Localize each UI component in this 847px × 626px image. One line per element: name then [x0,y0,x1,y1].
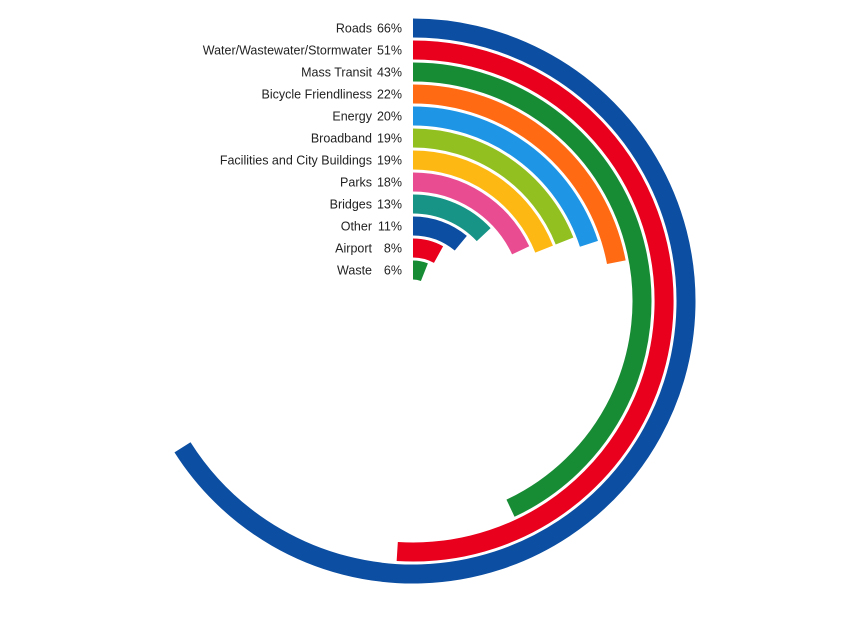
arc-roads [174,18,696,584]
category-label-broadband: Broadband [311,132,372,146]
value-label-facilities-and-city-buildings: 19% [377,154,402,168]
category-label-facilities-and-city-buildings: Facilities and City Buildings [220,154,372,168]
category-label-other: Other [341,220,372,234]
arc-waste [412,260,428,282]
value-label-mass-transit: 43% [377,66,402,80]
category-label-mass-transit: Mass Transit [301,66,372,80]
arc-broadband [412,128,574,245]
category-label-bicycle-friendliness: Bicycle Friendliness [262,88,372,102]
arc-airport [412,238,444,264]
value-label-parks: 18% [377,176,402,190]
value-label-bicycle-friendliness: 22% [377,88,402,102]
value-label-other: 11% [378,220,402,234]
category-label-waste: Waste [337,264,372,278]
value-label-bridges: 13% [377,198,402,212]
arc-parks [412,172,530,255]
value-label-energy: 20% [377,110,402,124]
arc-bridges [412,194,491,242]
chart-labels: Roads 66% Water/Wastewater/Stormwater 51% Ma… [203,22,402,278]
arc-water-wastewater-stormwater [396,40,674,562]
chart-arcs [174,18,696,584]
arc-other [412,216,467,251]
value-label-roads: 66% [377,22,402,36]
category-label-parks: Parks [340,176,372,190]
category-label-energy: Energy [332,110,372,124]
category-label-airport: Airport [335,242,372,256]
value-label-broadband: 19% [377,132,402,146]
category-label-bridges: Bridges [330,198,372,212]
value-label-airport: 8% [384,242,402,256]
arc-energy [412,106,598,247]
arc-facilities-and-city-buildings [412,150,553,253]
category-label-water-wastewater-stormwater: Water/Wastewater/Stormwater [203,44,372,58]
category-label-roads: Roads [336,22,372,36]
arc-mass-transit [412,62,652,517]
arc-bicycle-friendliness [412,84,626,264]
value-label-water-wastewater-stormwater: 51% [377,44,402,58]
value-label-waste: 6% [384,264,402,278]
